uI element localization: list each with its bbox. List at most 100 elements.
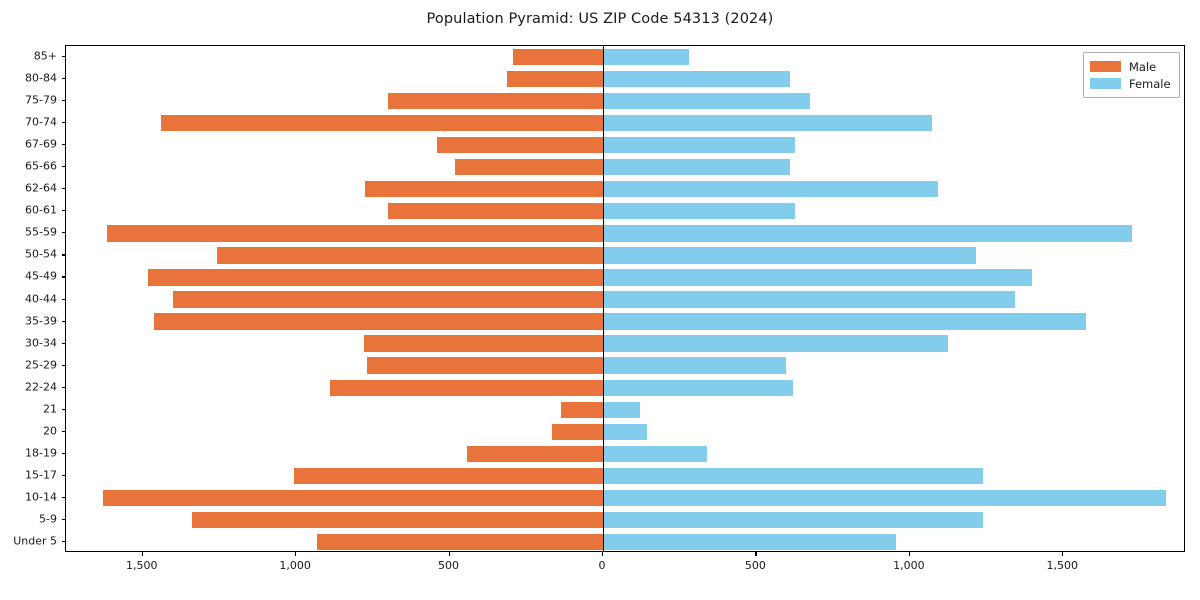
x-axis-label-neg1500: 1,500: [125, 559, 158, 572]
y-axis-tick-mark: [61, 210, 65, 212]
y-axis-label-85-: 85+: [33, 49, 57, 63]
x-axis-tick-mark: [1062, 552, 1064, 556]
y-axis-tick-mark: [61, 452, 65, 454]
x-axis-label-neg1000: 1,000: [279, 559, 311, 572]
bar-male-15-17: [294, 467, 603, 484]
y-axis-label-40-44: 40-44: [25, 292, 57, 305]
bar-male-45-49: [148, 269, 603, 286]
bar-female-62-64: [602, 181, 938, 198]
bar-female-80-84: [602, 70, 790, 88]
y-axis-label-30-34: 30-34: [25, 336, 57, 350]
bar-female-under-5: [602, 533, 897, 551]
y-axis-label-5-9: 5-9: [39, 512, 57, 526]
pyramid-row: [66, 335, 1184, 352]
bar-female-18-19: [602, 445, 708, 462]
legend-label-male: Male: [1129, 59, 1157, 74]
pyramid-row: [66, 401, 1184, 418]
bar-female-30-34: [602, 335, 949, 352]
pyramid-row: [66, 114, 1184, 132]
bar-female-50-54: [602, 247, 977, 264]
pyramid-row: [66, 70, 1184, 88]
bar-female-55-59: [602, 225, 1133, 242]
y-axis-label-75-79: 75-79: [25, 93, 57, 107]
bar-female-85-: [602, 48, 689, 66]
bar-female-25-29: [602, 357, 786, 374]
y-axis-label-18-19: 18-19: [25, 446, 57, 460]
y-axis-label-21: 21: [43, 402, 57, 416]
y-axis-tick-mark: [61, 386, 65, 388]
x-axis-tick-mark: [601, 552, 604, 556]
bar-male-75-79: [388, 92, 603, 110]
legend-entry-female[interactable]: Female: [1090, 75, 1171, 92]
y-axis-label-22-24: 22-24: [25, 380, 57, 394]
pyramid-row: [66, 203, 1184, 220]
bar-male-10-14: [102, 489, 603, 507]
x-axis-label-neg500: 500: [438, 559, 460, 572]
y-axis-tick-mark: [61, 408, 65, 410]
y-axis-tick-mark: [61, 100, 65, 102]
pyramid-row: [66, 445, 1184, 462]
legend-swatch-female: [1090, 78, 1121, 89]
y-axis-label-35-39: 35-39: [25, 314, 57, 328]
y-axis-tick-mark: [61, 254, 65, 256]
x-axis-tick-mark: [141, 552, 143, 556]
y-axis-tick-mark: [61, 298, 65, 300]
legend-swatch-male: [1090, 61, 1121, 72]
legend-entry-male[interactable]: Male: [1090, 58, 1171, 75]
y-axis-tick-mark: [61, 474, 65, 476]
y-axis-label-15-17: 15-17: [25, 468, 57, 482]
y-axis-tick-mark: [61, 364, 65, 366]
bar-male-under-5: [317, 533, 603, 551]
bar-female-35-39: [602, 313, 1086, 330]
x-axis-label-1500: 1,500: [1046, 559, 1079, 572]
bar-female-22-24: [602, 379, 793, 396]
bar-male-18-19: [466, 445, 603, 462]
bar-female-15-17: [602, 467, 983, 484]
bar-female-40-44: [602, 291, 1016, 308]
y-axis-label-45-49: 45-49: [25, 269, 57, 283]
pyramid-row: [66, 489, 1184, 507]
y-axis-label-10-14: 10-14: [25, 490, 57, 504]
pyramid-row: [66, 379, 1184, 396]
pyramid-row: [66, 247, 1184, 264]
y-axis-tick-mark: [61, 276, 65, 278]
pyramid-row: [66, 181, 1184, 198]
zero-axis-line: [602, 46, 605, 551]
bar-male-35-39: [154, 313, 603, 330]
bar-female-45-49: [602, 269, 1032, 286]
bar-female-60-61: [602, 203, 795, 220]
bar-male-30-34: [364, 335, 603, 352]
y-axis-label-25-29: 25-29: [25, 358, 57, 372]
y-axis-tick-mark: [61, 78, 65, 80]
y-axis-label-20: 20: [43, 424, 57, 438]
y-axis-tick-mark: [61, 540, 65, 543]
pyramid-row: [66, 511, 1184, 529]
x-axis-tick-mark: [448, 552, 450, 556]
pyramid-row: [66, 159, 1184, 176]
bar-male-55-59: [107, 225, 603, 242]
bar-female-21: [602, 401, 641, 418]
y-axis-label-55-59: 55-59: [25, 225, 57, 239]
bar-female-65-66: [602, 159, 790, 176]
pyramid-row: [66, 48, 1184, 66]
pyramid-row: [66, 92, 1184, 110]
pyramid-row: [66, 269, 1184, 286]
x-axis-label-1000: 1,000: [893, 559, 925, 572]
pyramid-row: [66, 291, 1184, 308]
pyramid-row: [66, 423, 1184, 440]
bar-male-21: [561, 401, 603, 418]
x-axis-label-500: 500: [744, 559, 766, 572]
bar-female-10-14: [602, 489, 1166, 507]
y-axis-tick-mark: [61, 518, 65, 521]
y-axis-label-60-61: 60-61: [25, 203, 57, 217]
chart-title: Population Pyramid: US ZIP Code 54313 (2…: [426, 11, 774, 27]
y-axis-tick-mark: [61, 188, 65, 190]
pyramid-row: [66, 137, 1184, 154]
pyramid-row: [66, 467, 1184, 484]
y-axis-tick-mark: [61, 166, 65, 168]
bar-female-5-9: [602, 511, 983, 529]
pyramid-row: [66, 225, 1184, 242]
bar-male-40-44: [173, 291, 603, 308]
chart-legend: Male Female: [1083, 52, 1180, 98]
y-axis-tick-mark: [61, 496, 65, 498]
